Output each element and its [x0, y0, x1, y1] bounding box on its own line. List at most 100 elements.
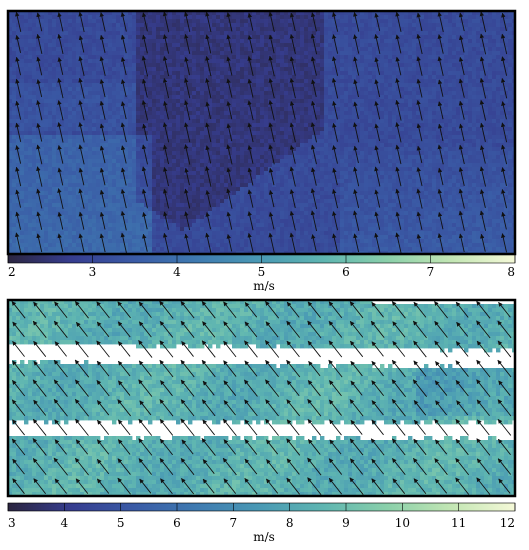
speed-cell — [112, 167, 117, 172]
speed-cell — [356, 155, 361, 160]
speed-cell — [24, 143, 29, 148]
speed-cell — [356, 11, 361, 16]
speed-cell — [424, 83, 429, 88]
speed-cell — [144, 87, 149, 92]
speed-cell — [204, 99, 209, 104]
speed-cell — [468, 155, 473, 160]
speed-cell — [280, 103, 285, 108]
speed-cell — [360, 127, 365, 132]
speed-cell — [336, 67, 341, 72]
speed-cell — [208, 147, 213, 152]
speed-cell — [468, 23, 473, 28]
speed-cell — [280, 51, 285, 56]
speed-cell — [392, 79, 397, 84]
speed-cell — [444, 115, 449, 120]
speed-cell — [128, 79, 133, 84]
speed-cell — [228, 115, 233, 120]
speed-cell — [244, 119, 249, 124]
speed-cell — [328, 119, 333, 124]
speed-cell — [96, 155, 101, 160]
speed-cell — [172, 51, 177, 56]
speed-cell — [432, 43, 437, 48]
speed-cell — [196, 135, 201, 140]
speed-cell — [352, 47, 357, 52]
speed-cell — [296, 127, 301, 132]
speed-cell — [164, 119, 169, 124]
speed-cell — [212, 47, 217, 52]
speed-cell — [12, 15, 17, 20]
speed-cell — [340, 63, 345, 68]
speed-cell — [412, 155, 417, 160]
speed-cell — [200, 111, 205, 116]
speed-cell — [296, 155, 301, 160]
speed-cell — [144, 143, 149, 148]
speed-cell — [100, 99, 105, 104]
speed-cell — [368, 47, 373, 52]
speed-cell — [472, 155, 477, 160]
speed-cell — [296, 147, 301, 152]
speed-cell — [400, 35, 405, 40]
speed-cell — [176, 47, 181, 52]
speed-cell — [76, 55, 81, 60]
speed-cell — [144, 31, 149, 36]
speed-cell — [304, 139, 309, 144]
speed-cell — [428, 11, 433, 16]
speed-cell — [28, 87, 33, 92]
speed-cell — [20, 87, 25, 92]
speed-cell — [60, 15, 65, 20]
speed-cell — [96, 79, 101, 84]
speed-cell — [308, 75, 313, 80]
speed-cell — [200, 27, 205, 32]
speed-cell — [124, 95, 129, 100]
speed-cell — [512, 23, 515, 28]
speed-cell — [160, 143, 165, 148]
speed-cell — [180, 131, 185, 136]
speed-cell — [352, 155, 357, 160]
speed-cell — [420, 19, 425, 24]
speed-cell — [132, 71, 137, 76]
speed-cell — [132, 43, 137, 48]
speed-cell — [44, 35, 49, 40]
speed-cell — [388, 91, 393, 96]
speed-cell — [412, 163, 417, 168]
speed-cell — [464, 99, 469, 104]
speed-cell — [444, 147, 449, 152]
speed-cell — [92, 31, 97, 36]
speed-cell — [156, 151, 161, 156]
speed-cell — [396, 47, 401, 52]
speed-cell — [212, 123, 217, 128]
speed-cell — [388, 11, 393, 16]
speed-cell — [180, 123, 185, 128]
speed-cell — [104, 59, 109, 64]
speed-cell — [156, 79, 161, 84]
speed-cell — [100, 151, 105, 156]
speed-cell — [372, 95, 377, 100]
speed-cell — [256, 59, 261, 64]
speed-cell — [324, 151, 329, 156]
speed-cell — [456, 51, 461, 56]
speed-cell — [96, 47, 101, 52]
speed-cell — [44, 167, 49, 172]
speed-cell — [508, 103, 513, 108]
speed-cell — [396, 111, 401, 116]
speed-cell — [412, 43, 417, 48]
speed-cell — [248, 75, 253, 80]
speed-cell — [484, 87, 489, 92]
speed-cell — [364, 23, 369, 28]
speed-cell — [260, 75, 265, 80]
speed-cell — [456, 111, 461, 116]
speed-cell — [128, 39, 133, 44]
speed-cell — [288, 151, 293, 156]
speed-cell — [192, 51, 197, 56]
speed-cell — [28, 59, 33, 64]
speed-cell — [472, 55, 477, 60]
speed-cell — [76, 159, 81, 164]
speed-cell — [400, 11, 405, 16]
speed-cell — [24, 131, 29, 136]
speed-cell — [504, 135, 509, 140]
speed-cell — [456, 67, 461, 72]
speed-cell — [308, 79, 313, 84]
speed-cell — [224, 35, 229, 40]
speed-cell — [192, 79, 197, 84]
speed-cell — [180, 135, 185, 140]
